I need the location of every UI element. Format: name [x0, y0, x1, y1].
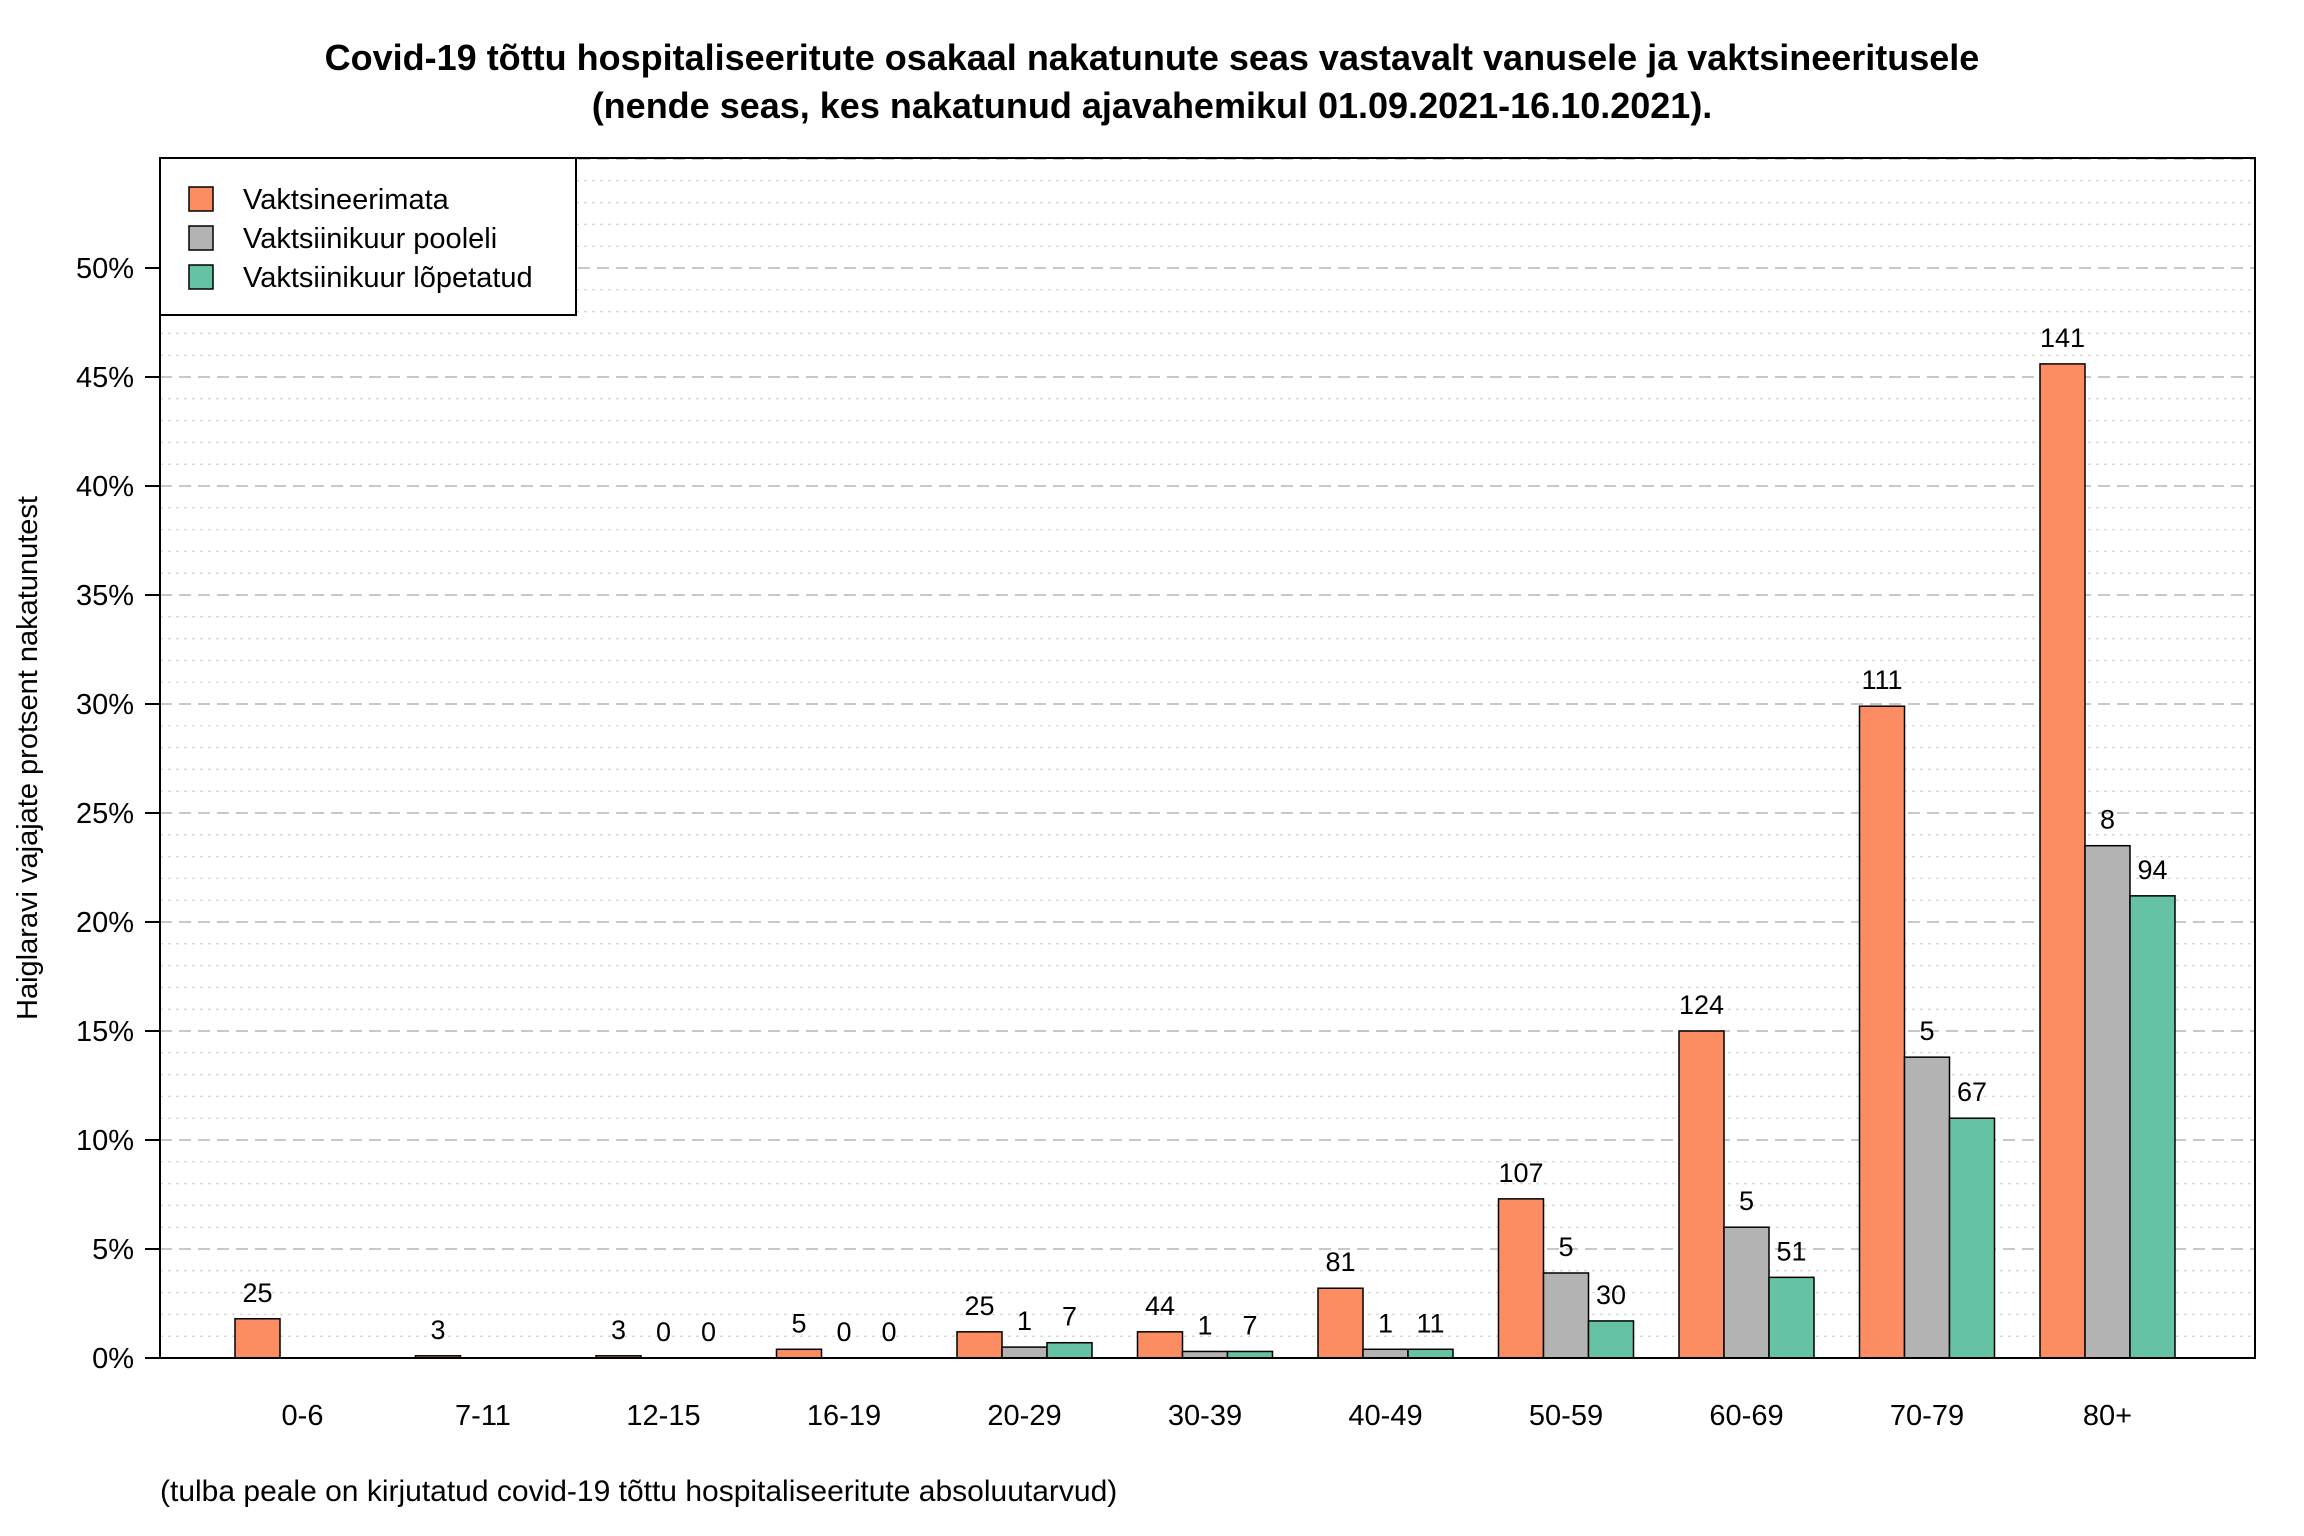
- bar-value-label: 25: [242, 1278, 272, 1308]
- y-tick-label: 40%: [76, 471, 134, 503]
- bar-vaktsineerimata-0-6: [234, 1318, 281, 1359]
- x-tick-label: 60-69: [1709, 1400, 1783, 1432]
- bar-vaktsiinikuur-pooleli-40-49: [1362, 1348, 1409, 1359]
- bar-value-label: 3: [430, 1315, 445, 1345]
- bar-vaktsiinikuur-l-petatud-20-29: [1046, 1341, 1093, 1359]
- y-tick-label: 50%: [76, 253, 134, 285]
- bar-value-label: 3: [611, 1315, 626, 1345]
- y-axis: 0% 5% 10% 15% 20% 25% 30% 35% 40% 45% 50%: [76, 253, 160, 1375]
- bar-vaktsineerimata-30-39: [1136, 1331, 1184, 1359]
- legend-box: [159, 157, 577, 316]
- bar-vaktsiinikuur-pooleli-80+: [2084, 844, 2131, 1359]
- bar-vaktsiinikuur-l-petatud-50-59: [1587, 1320, 1635, 1359]
- bar-value-label: 51: [1776, 1236, 1806, 1266]
- bar-value-label: 11: [1416, 1308, 1444, 1338]
- bar-vaktsineerimata-80+: [2039, 363, 2086, 1359]
- x-tick-label: 50-59: [1529, 1400, 1603, 1432]
- bar-vaktsineerimata-40-49: [1317, 1287, 1364, 1359]
- bar-value-label: 94: [2137, 855, 2167, 885]
- x-axis: 0-6 7-11 12-15 16-19 20-29 30-39 40-49 50-59 60-…: [282, 1400, 2133, 1432]
- legend-swatch: [188, 225, 214, 251]
- bar-value-label: 8: [2100, 805, 2115, 835]
- bar-value-label: 0: [836, 1317, 851, 1347]
- legend-label: Vaktsiinikuur pooleli: [243, 223, 497, 255]
- y-axis-label: Haiglaravi vajajate protsent nakatunutes…: [12, 496, 44, 1020]
- bar-value-label: 124: [1679, 990, 1724, 1020]
- bar-value-label: 0: [701, 1317, 716, 1347]
- x-tick-label: 16-19: [807, 1400, 881, 1432]
- bar-value-label: 141: [2040, 323, 2085, 353]
- bar-value-label: 1: [1378, 1308, 1393, 1338]
- bar-value-label: 5: [1739, 1186, 1754, 1216]
- bar-vaktsiinikuur-pooleli-70-79: [1903, 1056, 1951, 1359]
- x-tick-label: 12-15: [626, 1400, 700, 1432]
- bar-vaktsiinikuur-l-petatud-40-49: [1407, 1348, 1454, 1359]
- bar-vaktsineerimata-60-69: [1678, 1030, 1725, 1359]
- x-tick-label: 30-39: [1168, 1400, 1242, 1432]
- chart-subtitle: (nende seas, kes nakatunud ajavahemikul …: [591, 85, 1713, 126]
- y-tick-label: 0%: [92, 1343, 134, 1375]
- y-tick-label: 10%: [76, 1125, 134, 1157]
- y-tick-label: 25%: [76, 798, 134, 830]
- legend-label: Vaktsiinikuur lõpetatud: [243, 262, 533, 294]
- bar-vaktsiinikuur-pooleli-50-59: [1542, 1272, 1590, 1359]
- bar-vaktsiinikuur-pooleli-60-69: [1723, 1226, 1770, 1359]
- bar-value-label: 81: [1325, 1247, 1355, 1277]
- bars: [234, 363, 2176, 1359]
- bar-value-label: 0: [656, 1317, 671, 1347]
- bar-value-label: 1: [1197, 1310, 1212, 1340]
- bar-vaktsineerimata-50-59: [1497, 1198, 1545, 1359]
- bar-value-label: 107: [1498, 1158, 1543, 1188]
- y-tick-label: 15%: [76, 1016, 134, 1048]
- bar-value-label: 0: [881, 1317, 896, 1347]
- y-tick-label: 5%: [92, 1234, 134, 1266]
- bar-vaktsineerimata-20-29: [956, 1331, 1003, 1359]
- bar-value-label: 111: [1861, 665, 1902, 695]
- bar-vaktsiinikuur-l-petatud-70-79: [1948, 1117, 1996, 1359]
- y-tick-label: 30%: [76, 689, 134, 721]
- bar-vaktsineerimata-70-79: [1858, 705, 1906, 1359]
- legend-swatch: [188, 264, 214, 290]
- chart-title: Covid-19 tõttu hospitaliseeritute osakaa…: [324, 37, 1980, 78]
- x-tick-label: 70-79: [1890, 1400, 1964, 1432]
- legend-label: Vaktsineerimata: [243, 184, 450, 216]
- chart-title-block: Covid-19 tõttu hospitaliseeritute osakaa…: [0, 34, 2304, 130]
- x-tick-label: 7-11: [455, 1400, 511, 1432]
- y-tick-label: 45%: [76, 362, 134, 394]
- x-tick-label: 20-29: [987, 1400, 1061, 1432]
- bar-value-label: 7: [1242, 1310, 1257, 1340]
- x-tick-label: 80+: [2083, 1400, 2132, 1432]
- bar-vaktsiinikuur-l-petatud-60-69: [1768, 1276, 1815, 1359]
- bar-value-label: 5: [1558, 1232, 1573, 1262]
- bar-vaktsiinikuur-l-petatud-80+: [2129, 895, 2176, 1359]
- bar-value-label: 25: [964, 1291, 994, 1321]
- bar-value-label: 5: [791, 1308, 806, 1338]
- legend: Vaktsineerimata Vaktsiinikuur pooleli Vakt…: [159, 157, 577, 316]
- bar-value-label: 7: [1062, 1302, 1077, 1332]
- plot-frame: [159, 157, 2256, 1359]
- bar-value-label: 5: [1919, 1016, 1934, 1046]
- bar-value-label: 30: [1596, 1280, 1626, 1310]
- bar-value-label: 67: [1957, 1077, 1987, 1107]
- chart-footnote: (tulba peale on kirjutatud covid-19 tõtt…: [160, 1475, 1118, 1508]
- x-tick-label: 40-49: [1348, 1400, 1422, 1432]
- legend-swatch: [188, 186, 214, 212]
- bar-value-label: 1: [1017, 1306, 1032, 1336]
- y-tick-label: 35%: [76, 580, 134, 612]
- bar-vaktsiinikuur-pooleli-20-29: [1001, 1346, 1048, 1359]
- bar-value-label: 44: [1145, 1291, 1175, 1321]
- bar-vaktsineerimata-16-19: [775, 1348, 823, 1359]
- x-tick-label: 0-6: [282, 1400, 324, 1432]
- y-tick-label: 20%: [76, 907, 134, 939]
